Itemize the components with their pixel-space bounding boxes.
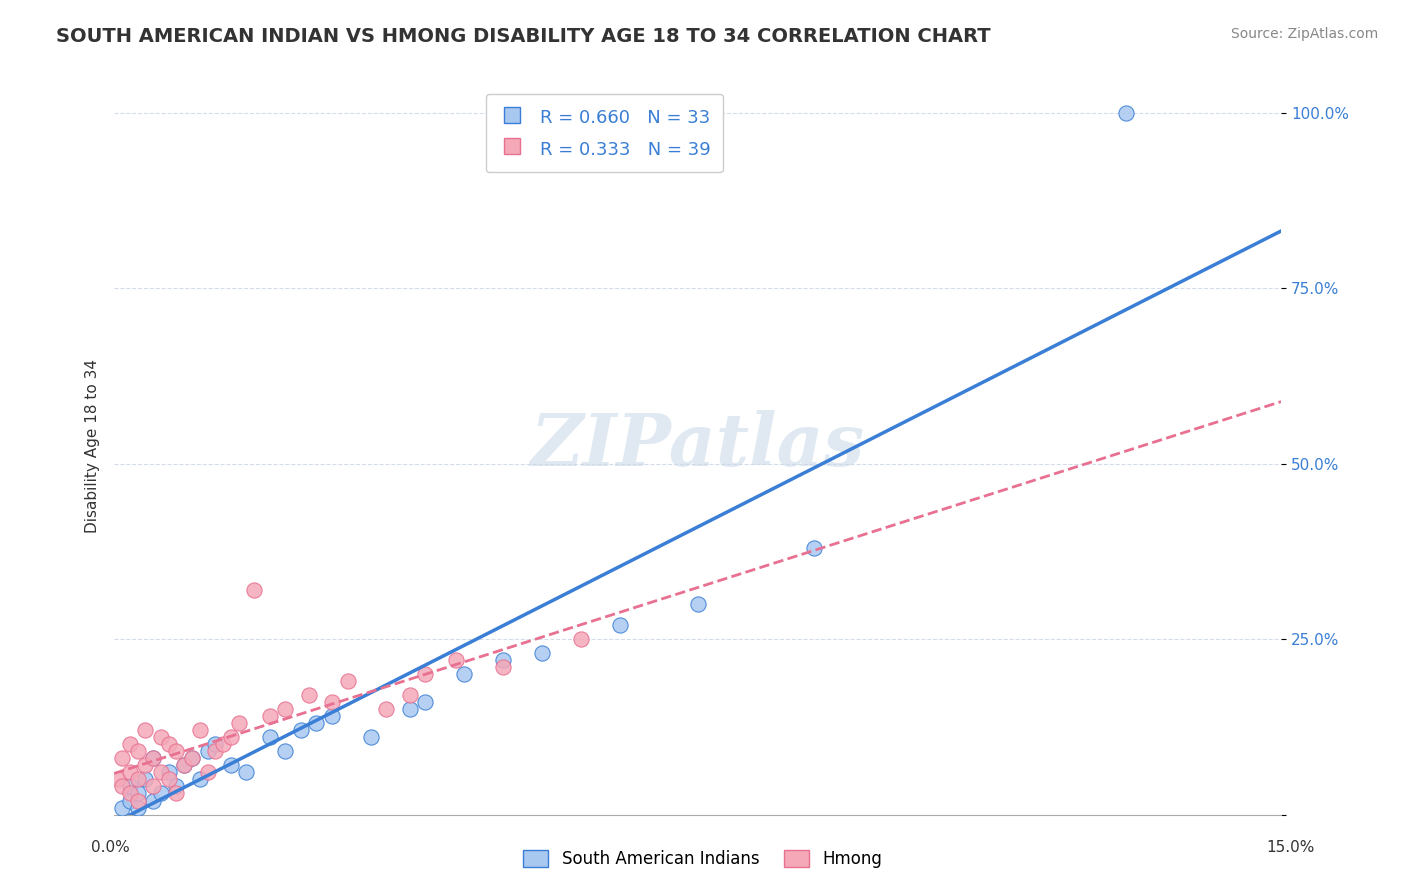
Legend: South American Indians, Hmong: South American Indians, Hmong [517,843,889,875]
Point [204,744,226,758]
Point [118,737,141,751]
Point [243,582,266,597]
Point [127,793,149,807]
Point [492,660,515,674]
Point [165,780,187,794]
Point [118,780,141,794]
Point [803,541,825,555]
Point [149,787,172,801]
Point [118,793,141,807]
Point [569,632,592,646]
Point [127,800,149,814]
Point [197,765,219,780]
Point [165,744,187,758]
Text: 15.0%: 15.0% [1267,840,1315,855]
Point [531,646,554,660]
Point [111,780,134,794]
Point [453,667,475,681]
Point [398,688,420,702]
Point [173,758,195,772]
Point [107,772,129,787]
Point [127,787,149,801]
Point [181,751,204,765]
Point [235,765,257,780]
Point [290,723,312,738]
Point [360,731,382,745]
Point [157,737,180,751]
Point [204,737,226,751]
Point [142,751,165,765]
Point [134,772,156,787]
Point [219,758,242,772]
Text: ZIPatlas: ZIPatlas [530,410,865,482]
Point [398,702,420,716]
Text: Source: ZipAtlas.com: Source: ZipAtlas.com [1230,27,1378,41]
Point [219,731,242,745]
Point [609,618,631,632]
Text: 0.0%: 0.0% [91,840,131,855]
Point [165,787,187,801]
Point [298,688,321,702]
Point [118,787,141,801]
Point [259,731,281,745]
Point [111,751,134,765]
Point [492,653,515,667]
Point [111,800,134,814]
Point [212,737,235,751]
Legend: R = 0.660   N = 33, R = 0.333   N = 39: R = 0.660 N = 33, R = 0.333 N = 39 [485,94,723,172]
Point [157,765,180,780]
Point [274,702,297,716]
Point [157,772,180,787]
Point [686,597,709,611]
Point [149,765,172,780]
Point [415,667,437,681]
Point [149,731,172,745]
Point [321,695,343,709]
Point [415,695,437,709]
Point [336,674,359,689]
Point [188,723,211,738]
Point [1115,105,1137,120]
Point [134,758,156,772]
Point [259,709,281,723]
Point [127,744,149,758]
Point [305,716,328,731]
Point [142,751,165,765]
Point [321,709,343,723]
Point [127,772,149,787]
Point [173,758,195,772]
Text: SOUTH AMERICAN INDIAN VS HMONG DISABILITY AGE 18 TO 34 CORRELATION CHART: SOUTH AMERICAN INDIAN VS HMONG DISABILIT… [56,27,991,45]
Point [181,751,204,765]
Point [228,716,250,731]
Point [142,780,165,794]
Y-axis label: Disability Age 18 to 34: Disability Age 18 to 34 [86,359,100,533]
Point [446,653,468,667]
Point [134,723,156,738]
Point [274,744,297,758]
Point [188,772,211,787]
Point [118,765,141,780]
Point [142,793,165,807]
Point [197,744,219,758]
Point [375,702,398,716]
